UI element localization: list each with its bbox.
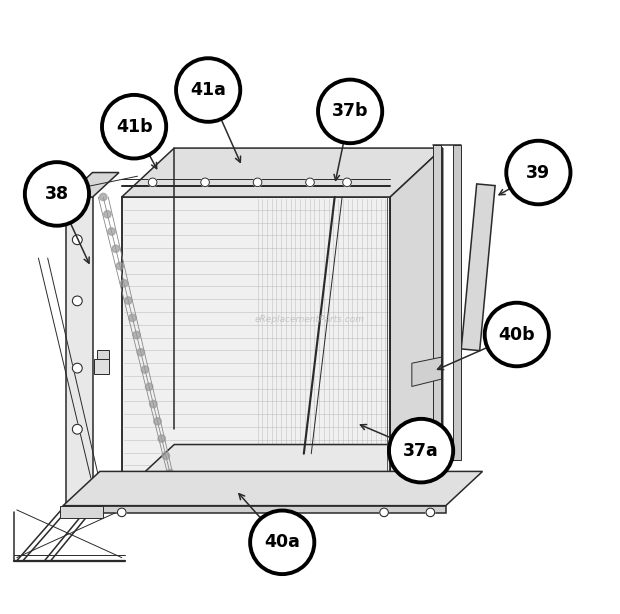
Text: 40a: 40a [264, 534, 300, 551]
Circle shape [158, 435, 166, 442]
Circle shape [129, 314, 136, 322]
Circle shape [141, 366, 149, 373]
Circle shape [148, 178, 157, 187]
Circle shape [116, 262, 123, 270]
Circle shape [73, 424, 82, 434]
Circle shape [108, 228, 115, 235]
Text: 37b: 37b [332, 103, 368, 120]
Polygon shape [461, 184, 495, 351]
Circle shape [112, 245, 120, 252]
Circle shape [389, 419, 453, 483]
Circle shape [117, 508, 126, 516]
Circle shape [253, 178, 262, 187]
Circle shape [170, 487, 178, 494]
Circle shape [507, 141, 570, 204]
Text: 41b: 41b [116, 118, 153, 136]
Circle shape [120, 279, 128, 287]
Circle shape [149, 400, 157, 408]
Circle shape [306, 178, 314, 187]
Circle shape [104, 211, 111, 218]
Polygon shape [63, 506, 446, 513]
Text: 41a: 41a [190, 81, 226, 99]
Circle shape [166, 470, 174, 477]
Circle shape [250, 510, 314, 574]
Circle shape [176, 58, 241, 122]
Text: 40b: 40b [498, 325, 535, 343]
Circle shape [100, 193, 107, 201]
Polygon shape [122, 494, 390, 509]
Circle shape [146, 383, 153, 391]
Circle shape [133, 332, 140, 339]
Circle shape [485, 303, 549, 367]
Circle shape [318, 80, 382, 143]
Circle shape [201, 178, 210, 187]
Circle shape [125, 297, 132, 304]
Polygon shape [433, 145, 441, 460]
Polygon shape [66, 173, 119, 197]
Polygon shape [63, 472, 482, 506]
Text: eReplacementParts.com: eReplacementParts.com [255, 315, 365, 324]
Circle shape [137, 349, 144, 356]
Polygon shape [390, 445, 443, 509]
Circle shape [162, 452, 169, 459]
Text: 39: 39 [526, 163, 551, 182]
Circle shape [25, 162, 89, 226]
Circle shape [154, 418, 161, 425]
Circle shape [343, 178, 352, 187]
Polygon shape [122, 445, 443, 494]
Polygon shape [453, 145, 461, 460]
Text: 38: 38 [45, 185, 69, 203]
Circle shape [73, 296, 82, 306]
Polygon shape [66, 197, 93, 509]
Circle shape [426, 508, 435, 516]
Polygon shape [390, 148, 443, 478]
Circle shape [102, 95, 166, 158]
Polygon shape [412, 357, 441, 386]
Polygon shape [122, 148, 443, 197]
Circle shape [73, 363, 82, 373]
Circle shape [379, 508, 388, 516]
Polygon shape [94, 359, 109, 375]
Polygon shape [122, 197, 390, 478]
Polygon shape [60, 506, 104, 518]
Text: 37a: 37a [403, 441, 439, 460]
Polygon shape [97, 350, 109, 359]
Circle shape [73, 235, 82, 244]
